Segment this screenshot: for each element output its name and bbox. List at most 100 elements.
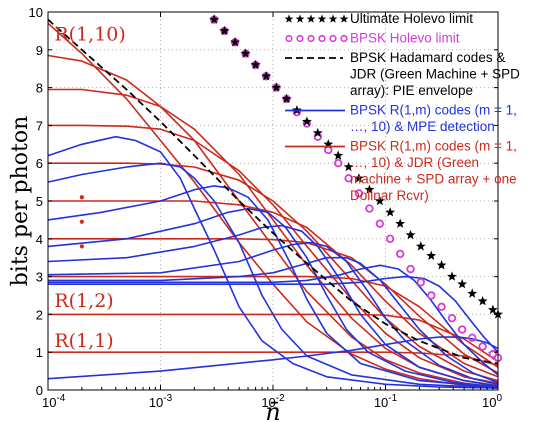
holevo-star-marker [261, 71, 272, 81]
holevo-star-marker [436, 260, 447, 270]
series-line [47, 241, 499, 386]
x-tick-label: 10-3 [149, 393, 173, 410]
series-mpe [47, 224, 499, 387]
bpsk-holevo-circle-marker [365, 204, 374, 213]
holevo-star-marker [312, 127, 323, 138]
y-tick-label: 4 [36, 232, 43, 247]
legend-star-icon [339, 14, 349, 23]
x-tick-label: 100 [482, 393, 502, 410]
legend-star-icon [317, 14, 327, 23]
code-annotation: R(1,1) [54, 330, 113, 352]
legend-text: …, 10) & JDR (Green [350, 155, 479, 170]
series-mpe [47, 135, 499, 389]
series-mpe [48, 256, 499, 384]
series-line [48, 275, 499, 368]
holevo-star-marker [343, 161, 354, 172]
series-hadamard [47, 18, 499, 365]
holevo-star-marker [353, 173, 364, 183]
series-mpe [47, 241, 499, 386]
legend-circle-icon [285, 34, 293, 43]
series-jdr [48, 162, 499, 382]
series-jdr [48, 200, 499, 378]
holevo-star-marker [477, 295, 488, 306]
holevo-star-marker [230, 37, 241, 47]
series-line [48, 200, 499, 378]
legend-text: BPSK R(1,m) codes (m = 1, [350, 139, 517, 154]
legend-circle-icon [307, 34, 315, 43]
series-line [47, 162, 499, 389]
holevo-star-marker [364, 184, 375, 194]
bpsk-holevo-circle-marker [488, 349, 498, 359]
bpsk-holevo-circle-marker [468, 333, 477, 343]
holevo-star-marker [457, 278, 468, 289]
bpsk-holevo-circle-marker [447, 313, 457, 323]
legend-circle-icon [340, 34, 348, 43]
annotations: R(1,10) R(1,2) R(1,1) [54, 24, 125, 352]
series-jdr [48, 275, 499, 368]
legend-item-mpe: BPSK R(1,m) codes (m = 1,…, 10) & MPE de… [285, 103, 517, 134]
holevo-star-marker [426, 250, 437, 261]
holevo-star-marker [395, 218, 406, 228]
y-tick-label: 6 [36, 156, 43, 171]
legend-item-bpsk_holevo: BPSK Holevo limit [285, 31, 460, 46]
holevo-star-marker [467, 288, 478, 298]
ellipsis-dot [79, 195, 84, 200]
code-annotation: R(1,10) [54, 24, 125, 46]
legend-star-icon [295, 14, 305, 23]
ellipsis-dot [79, 219, 84, 224]
series-line [47, 207, 499, 388]
legend-text: machine + SPD array + one [350, 172, 517, 187]
holevo-star-marker [323, 139, 334, 149]
series-line [47, 135, 499, 389]
series-line [48, 162, 499, 382]
bpsk-holevo-circle-marker [437, 302, 446, 312]
holevo-star-marker [271, 82, 282, 92]
legend-text: BPSK Holevo limit [350, 31, 460, 46]
series-line [47, 185, 499, 389]
series-mpe [47, 207, 499, 388]
bpsk-holevo-circle-marker [344, 174, 353, 183]
series-line [47, 18, 499, 365]
y-tick-label: 9 [36, 43, 43, 58]
holevo-star-marker [301, 116, 312, 126]
bpsk-holevo-circle-marker [375, 219, 385, 228]
series-jdr [48, 124, 499, 384]
legend-circle-icon [318, 34, 326, 43]
holevo-star-marker [209, 14, 220, 24]
series-mpe [47, 185, 499, 389]
holevo-star-marker [385, 207, 396, 217]
series-line [48, 256, 499, 384]
series-line [47, 54, 499, 388]
legend-text: JDR (Green Machine + SPD [350, 67, 520, 82]
y-axis-label: bits per photon [8, 116, 33, 287]
legend-item-jdr: BPSK R(1,m) codes (m = 1,…, 10) & JDR (G… [285, 139, 517, 203]
legend-circle-icon [296, 34, 304, 43]
y-tick-label: 1 [36, 345, 43, 360]
holevo-star-marker [219, 25, 230, 36]
y-tick-label: 3 [36, 270, 43, 285]
code-annotation: R(1,2) [54, 290, 113, 312]
holevo-star-marker [447, 271, 457, 281]
ellipsis-dot [79, 244, 84, 249]
series-line [48, 351, 499, 367]
holevo-star-marker [250, 59, 261, 70]
legend-star-icon [306, 14, 316, 23]
holevo-star-marker [281, 93, 292, 104]
bpsk-holevo-circle-marker [334, 158, 343, 168]
bpsk-holevo-circle-marker [395, 249, 405, 259]
series-mpe [48, 264, 499, 376]
y-tick-label: 7 [36, 118, 43, 133]
y-tick-label: 0 [36, 383, 43, 398]
holevo-star-marker [405, 229, 416, 240]
holevo-star-marker [240, 48, 251, 58]
legend-text: array): PIE envelope [350, 83, 473, 98]
y-tick-label: 2 [36, 307, 43, 322]
legend-text: BPSK R(1,m) codes (m = 1, [350, 103, 517, 118]
ticks: 0 1 2 3 4 5 6 7 8 9 10 10-4 10-3 10-2 10-1 100 [29, 5, 503, 410]
bpsk-holevo-circle-marker [478, 342, 487, 351]
holevo-star-marker [333, 150, 344, 160]
bpsk-holevo-circle-marker [427, 291, 436, 300]
legend-star-icon [284, 14, 294, 23]
bpsk-holevo-circle-marker [354, 189, 364, 198]
